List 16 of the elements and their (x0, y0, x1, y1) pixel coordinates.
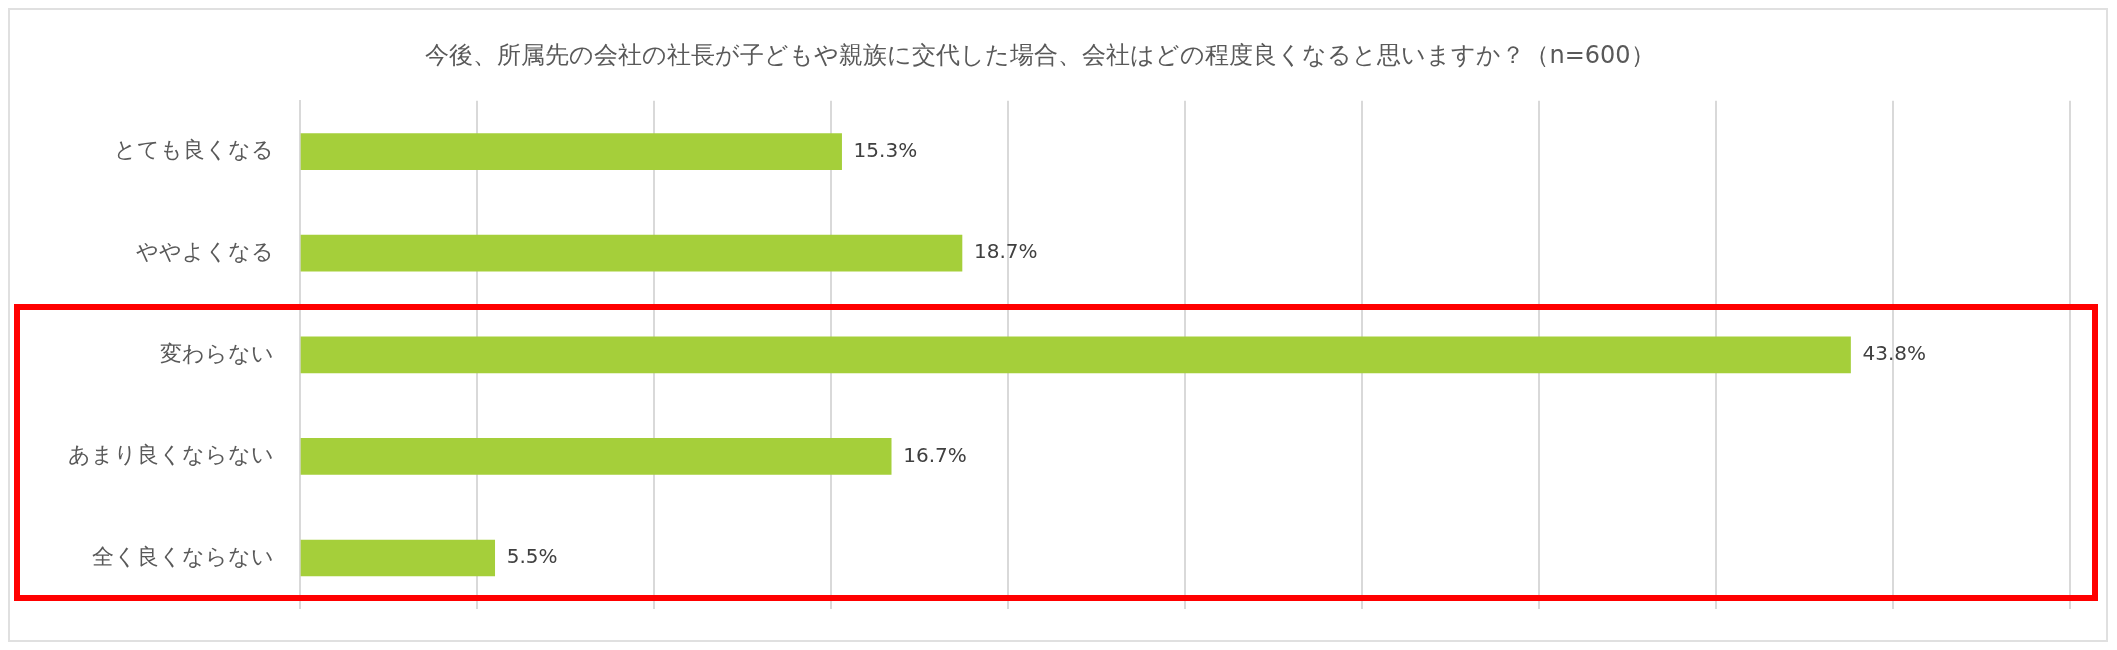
y-tick-label: 全く良くならない (92, 543, 274, 569)
data-label: 5.5% (506, 544, 558, 569)
data-label: 15.3% (853, 137, 918, 162)
bar (300, 234, 963, 272)
data-label: 18.7% (973, 239, 1038, 264)
bar (300, 133, 842, 170)
data-label: 43.8% (1862, 341, 1927, 365)
y-tick-label: ややよくなる (136, 238, 274, 264)
data-label: 16.7% (903, 442, 967, 467)
chart-title: 今後、所属先の会社の社長が子どもや親族に交代した場合、会社はどの程度良くなると思いますか？（n=600） (425, 40, 1655, 69)
y-tick-label: 変わらない (160, 340, 274, 366)
bar (300, 539, 496, 577)
bar (300, 336, 1851, 374)
y-tick-label: あまり良くならない (68, 442, 274, 468)
y-tick-label: とても良くなる (114, 137, 274, 163)
bar (300, 438, 892, 475)
